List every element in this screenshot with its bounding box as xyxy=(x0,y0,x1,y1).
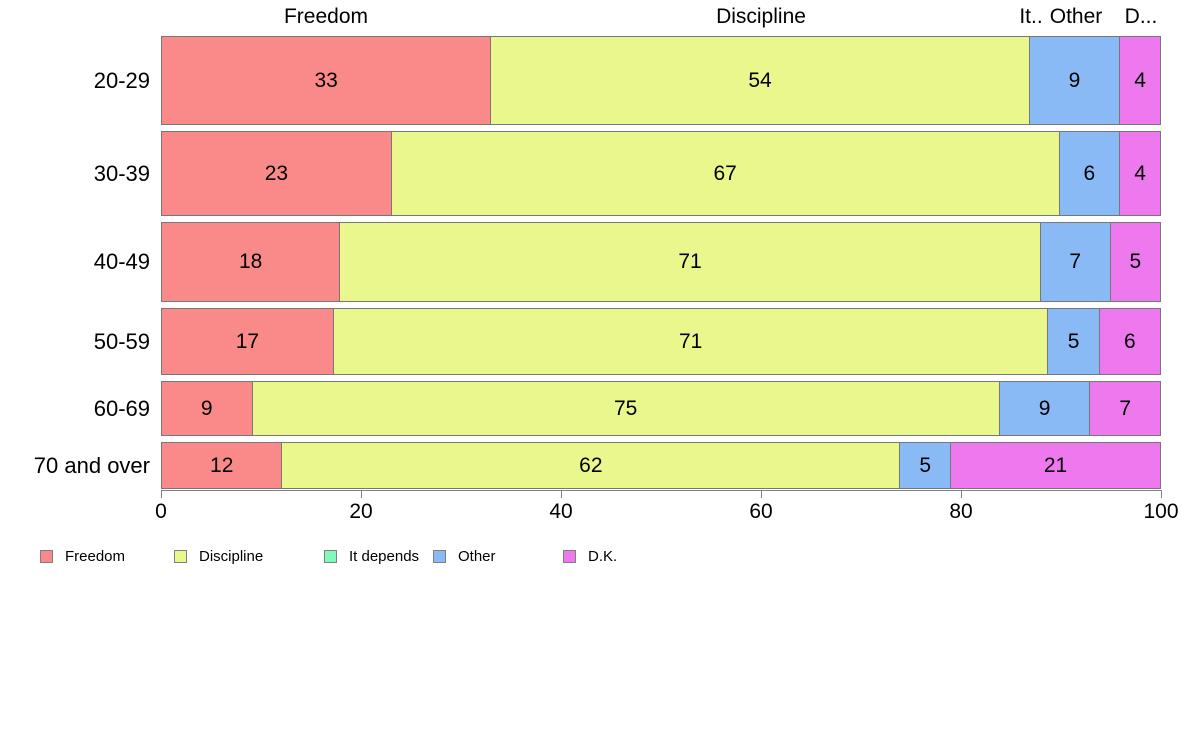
bar-segment-discipline[interactable]: 62 xyxy=(281,442,901,489)
legend-item-other[interactable]: Other xyxy=(433,545,496,567)
segment-value: 6 xyxy=(1123,329,1136,353)
segment-value: 71 xyxy=(678,329,703,353)
x-axis-tick-label: 80 xyxy=(949,500,973,523)
bar-segment-d-k-[interactable]: 4 xyxy=(1119,131,1161,216)
bar-segment-freedom[interactable]: 33 xyxy=(161,36,492,125)
segment-value: 5 xyxy=(919,453,932,477)
category-label: 60-69 xyxy=(93,395,150,421)
x-axis-tick xyxy=(561,490,562,498)
legend-label: Other xyxy=(458,547,496,565)
bar-segment-d-k-[interactable]: 21 xyxy=(950,442,1162,489)
legend-item-d-k-[interactable]: D.K. xyxy=(563,545,617,567)
legend-label: Freedom xyxy=(65,547,126,565)
bar-segment-freedom[interactable]: 18 xyxy=(161,222,341,302)
segment-value: 9 xyxy=(1038,396,1051,420)
legend-swatch xyxy=(174,549,187,563)
bar-segment-discipline[interactable]: 75 xyxy=(251,381,1000,436)
x-axis-tick-label: 40 xyxy=(549,500,573,523)
segment-value: 7 xyxy=(1069,250,1082,273)
stacked-bar-row: 33 54 9 4 xyxy=(161,36,1161,125)
x-axis-tick-label: 100 xyxy=(1143,500,1179,523)
bar-segment-d-k-[interactable]: 5 xyxy=(1109,222,1161,302)
stacked-bar-row: 18 71 7 5 xyxy=(161,222,1161,302)
bar-segment-discipline[interactable]: 71 xyxy=(332,308,1049,375)
bar-segment-other[interactable]: 5 xyxy=(1047,308,1100,375)
legend-item-discipline[interactable]: Discipline xyxy=(174,545,263,567)
bar-segment-d-k-[interactable]: 4 xyxy=(1119,36,1161,125)
segment-value: 9 xyxy=(1068,68,1081,92)
column-header-other: Other xyxy=(1049,5,1103,28)
bar-segment-other[interactable]: 9 xyxy=(1028,36,1121,125)
legend-swatch xyxy=(324,549,337,563)
bar-segment-other[interactable]: 9 xyxy=(998,381,1091,436)
column-header-discipline: Discipline xyxy=(716,5,806,28)
segment-value: 5 xyxy=(1067,329,1080,353)
category-label: 20-29 xyxy=(93,67,150,93)
bar-segment-other[interactable]: 6 xyxy=(1058,131,1121,216)
legend: Freedom Discipline It depends Other D.K. xyxy=(0,545,1188,567)
x-axis-tick-label: 20 xyxy=(349,500,373,523)
bar-segment-other[interactable]: 5 xyxy=(899,442,952,489)
legend-label: D.K. xyxy=(588,547,618,565)
segment-value: 12 xyxy=(210,453,234,477)
bar-segment-d-k-[interactable]: 7 xyxy=(1089,381,1161,436)
bar-segment-discipline[interactable]: 71 xyxy=(339,222,1041,302)
segment-value: 75 xyxy=(613,396,638,420)
bar-segment-discipline[interactable]: 67 xyxy=(390,131,1060,216)
bar-segment-freedom[interactable]: 9 xyxy=(161,381,253,436)
stacked-bar-row: 23 67 6 4 xyxy=(161,131,1161,216)
stacked-bar-row: 12 62 5 21 xyxy=(161,442,1162,489)
legend-label: It depends xyxy=(349,547,420,565)
bar-segment-other[interactable]: 7 xyxy=(1039,222,1111,302)
column-header-it-depends: It.. xyxy=(1019,5,1043,28)
x-axis-tick xyxy=(361,490,362,498)
x-axis-line xyxy=(161,490,1162,491)
segment-value: 7 xyxy=(1119,396,1132,420)
segment-value: 5 xyxy=(1129,250,1142,273)
category-label: 30-39 xyxy=(93,160,150,186)
x-axis-tick-label: 0 xyxy=(155,500,167,523)
legend-swatch xyxy=(40,549,53,563)
category-label: 40-49 xyxy=(93,249,150,274)
segment-value: 4 xyxy=(1134,161,1146,185)
segment-value: 62 xyxy=(579,453,603,477)
stacked-bar-row: 9 75 9 7 xyxy=(161,381,1161,436)
stacked-bar-row: 17 71 5 6 xyxy=(161,308,1161,375)
x-axis-tick xyxy=(961,490,962,498)
segment-value: 71 xyxy=(678,250,702,273)
x-axis-tick xyxy=(161,490,162,498)
bar-segment-freedom[interactable]: 23 xyxy=(161,131,392,216)
category-label: 50-59 xyxy=(93,328,150,354)
segment-value: 21 xyxy=(1043,453,1068,477)
legend-item-it-depends[interactable]: It depends xyxy=(324,545,419,567)
segment-value: 67 xyxy=(713,161,737,185)
legend-label: Discipline xyxy=(199,547,264,565)
x-axis-tick xyxy=(1161,490,1162,498)
segment-value: 17 xyxy=(235,329,260,353)
bar-segment-d-k-[interactable]: 6 xyxy=(1098,308,1161,375)
category-label: 70 and over xyxy=(33,452,150,478)
bar-segment-freedom[interactable]: 12 xyxy=(161,442,283,489)
segment-value: 33 xyxy=(314,68,338,92)
bar-segment-discipline[interactable]: 54 xyxy=(490,36,1030,125)
column-header-freedom: Freedom xyxy=(283,5,369,28)
x-axis-tick xyxy=(761,490,762,498)
segment-value: 18 xyxy=(238,250,263,273)
bar-segment-freedom[interactable]: 17 xyxy=(161,308,334,375)
segment-value: 54 xyxy=(748,68,772,92)
legend-swatch xyxy=(433,549,446,563)
column-header-d-k-: D... xyxy=(1124,5,1158,28)
segment-value: 4 xyxy=(1134,68,1146,92)
segment-value: 6 xyxy=(1083,161,1096,185)
segment-value: 23 xyxy=(264,161,289,185)
x-axis-tick-label: 60 xyxy=(749,500,773,523)
segment-value: 9 xyxy=(200,396,213,420)
legend-swatch xyxy=(563,549,576,563)
legend-item-freedom[interactable]: Freedom xyxy=(40,545,125,567)
